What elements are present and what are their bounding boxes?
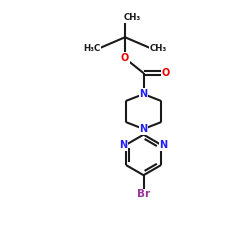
Text: O: O — [162, 68, 170, 78]
Text: CH₃: CH₃ — [124, 13, 141, 22]
Text: N: N — [140, 124, 147, 134]
Text: Br: Br — [137, 190, 150, 200]
Text: N: N — [120, 140, 128, 150]
Text: N: N — [140, 89, 147, 99]
Text: H₃C: H₃C — [83, 44, 100, 53]
Text: N: N — [160, 140, 168, 150]
Text: CH₃: CH₃ — [150, 44, 167, 53]
Text: O: O — [121, 53, 129, 63]
